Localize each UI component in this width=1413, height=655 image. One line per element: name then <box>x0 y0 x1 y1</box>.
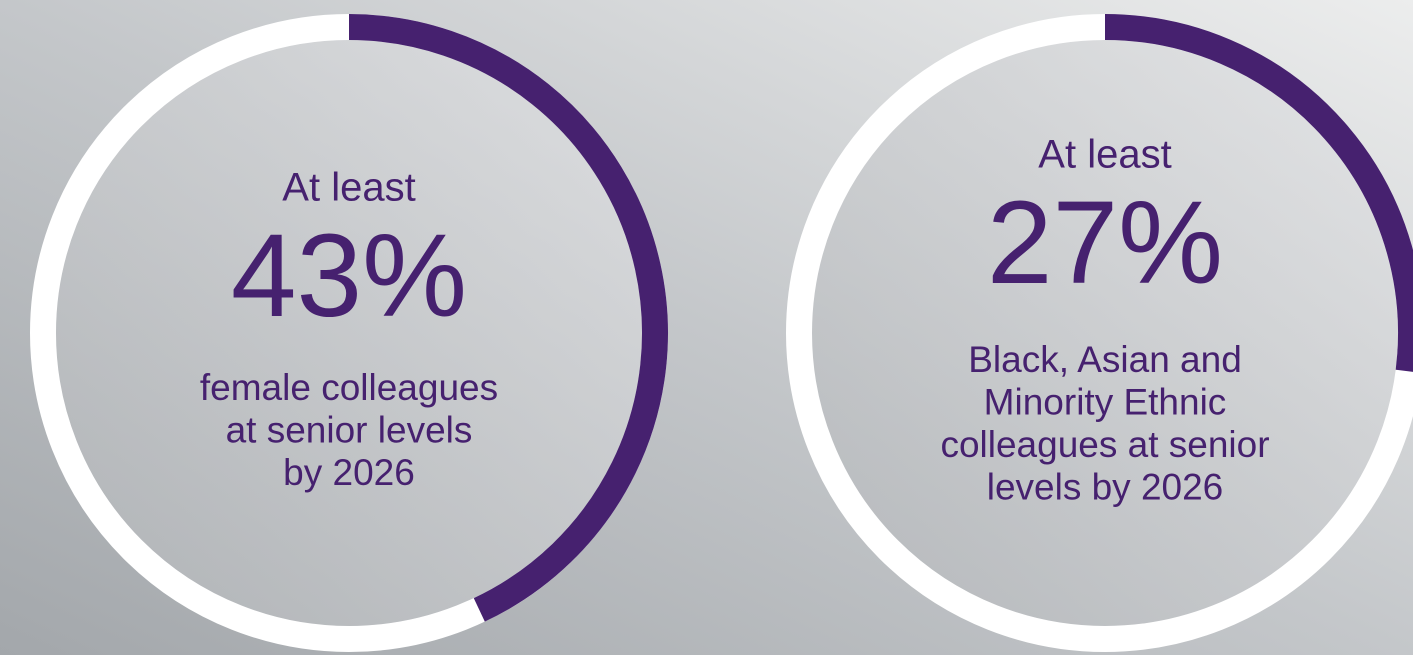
caption-line: at senior levels <box>226 409 473 450</box>
caption-line: Minority Ethnic <box>984 381 1227 422</box>
ring-inner <box>812 40 1398 626</box>
ring-progress <box>348 14 668 622</box>
value-label: 43% <box>231 210 467 342</box>
caption-line: colleagues at senior <box>940 424 1269 465</box>
caption-line: levels by 2026 <box>987 466 1224 507</box>
subtitle: At least <box>1038 133 1171 177</box>
subtitle: At least <box>282 166 415 210</box>
ring-progress <box>1104 14 1413 372</box>
caption-line: female colleagues <box>200 367 498 408</box>
caption-line: by 2026 <box>283 452 415 493</box>
ring-inner <box>56 40 642 626</box>
value-label: 27% <box>987 177 1223 309</box>
caption-line: Black, Asian and <box>968 339 1242 380</box>
